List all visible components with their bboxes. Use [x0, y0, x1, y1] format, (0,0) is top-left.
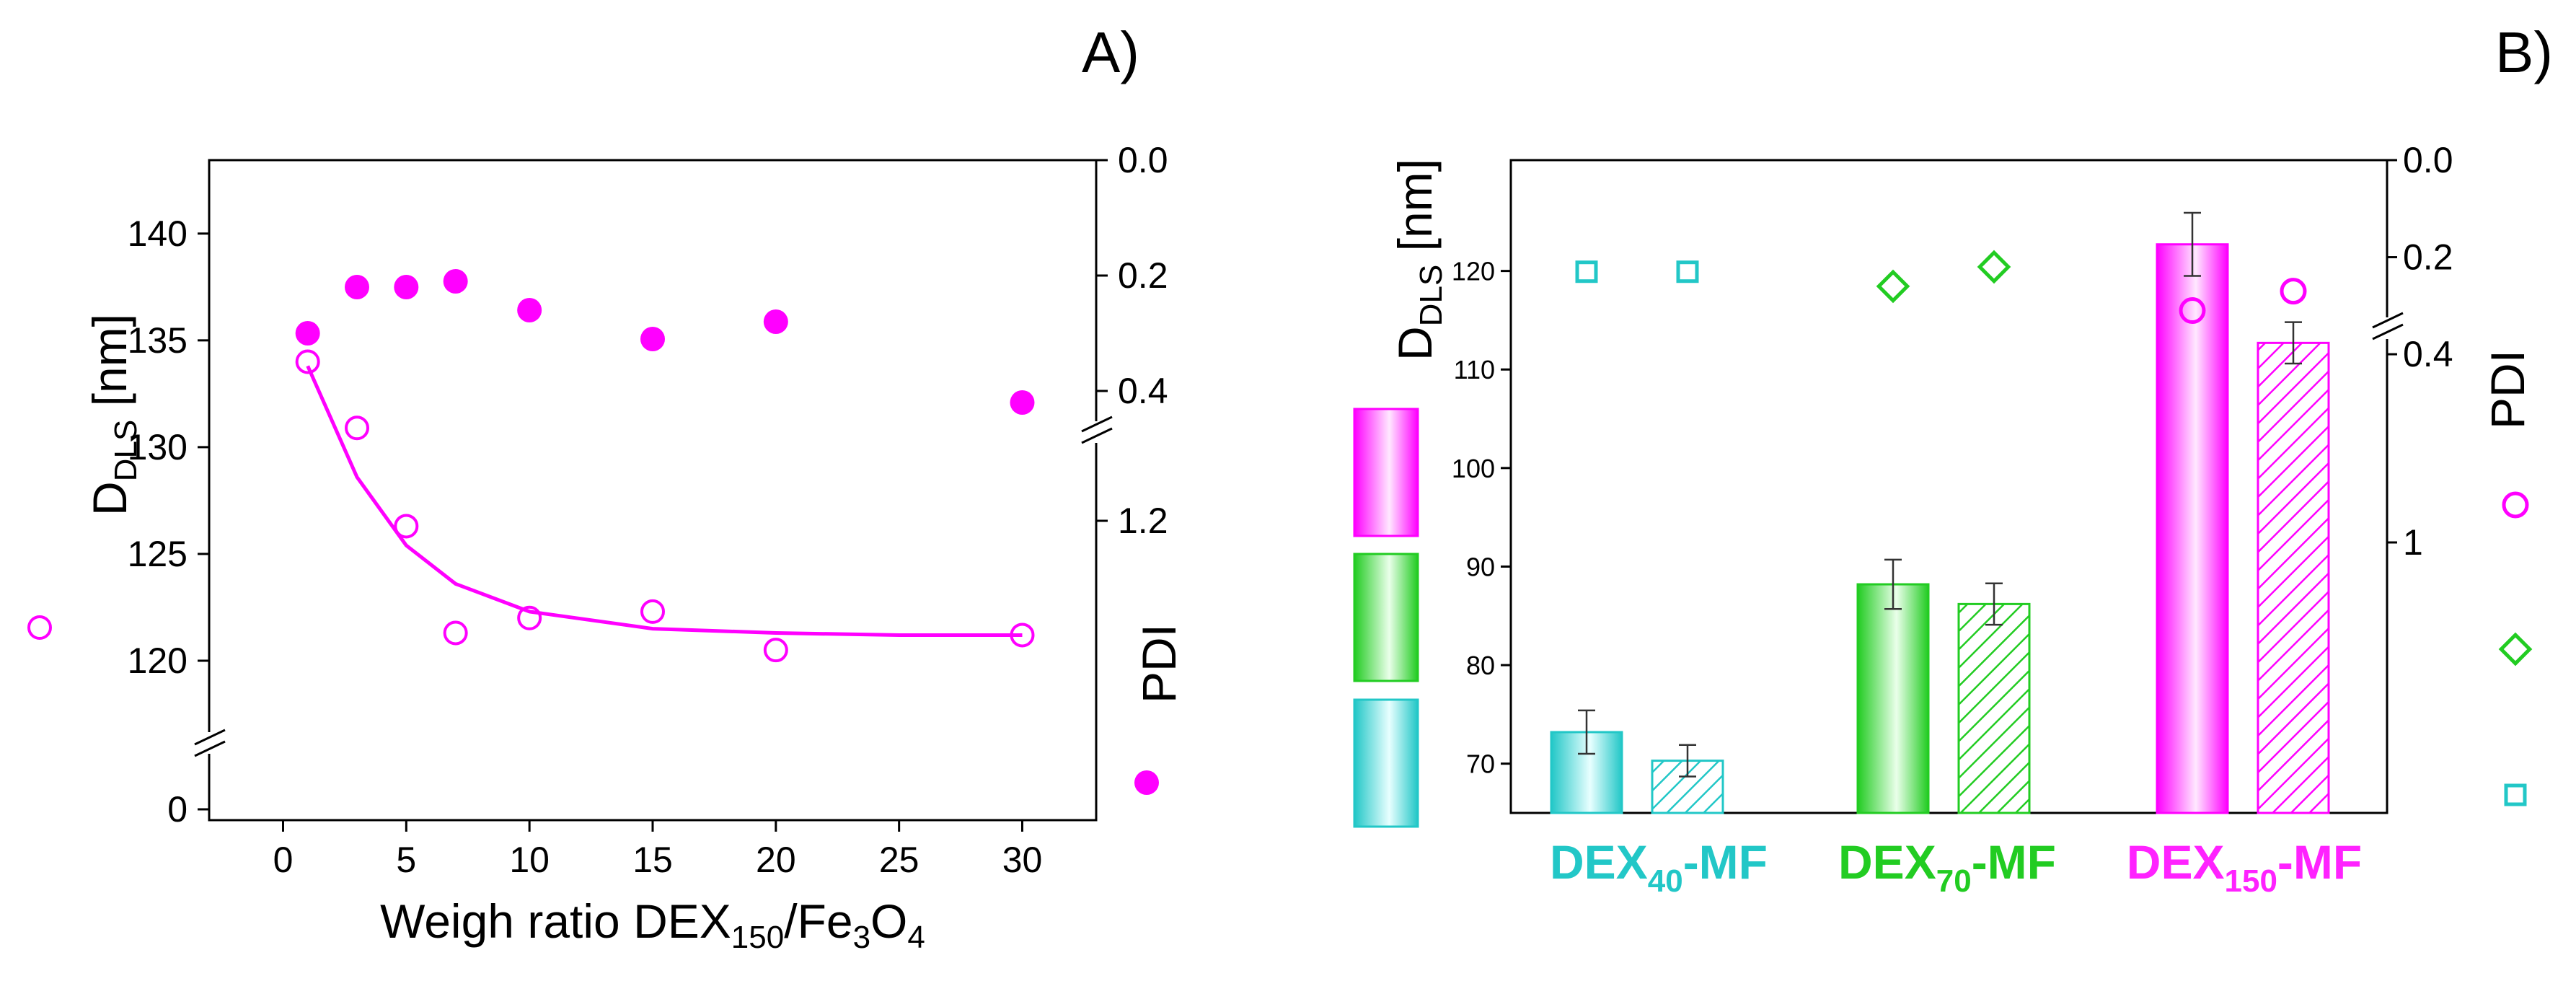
panel-b-pdi-square — [1575, 260, 1598, 283]
panel-a-x-tick-label: 0 — [273, 840, 294, 880]
panel-b-legend-circle — [2502, 491, 2529, 519]
panel-a-legend-filled-circle — [1134, 770, 1159, 795]
panel-a-dls-point — [443, 620, 468, 646]
panel-a-series — [295, 269, 1035, 663]
panel-a-pdi-point — [394, 275, 419, 299]
panel-a-y2-ticks: 0.0 0.2 0.4 1.2 — [1096, 140, 1168, 541]
panel-b-y-tick-label: 90 — [1466, 552, 1495, 581]
panel-a-y-tick-label: 140 — [128, 214, 188, 254]
panel-a-x-tick-label: 25 — [879, 840, 919, 880]
panel-a-x-tick-label: 30 — [1002, 840, 1043, 880]
panel-b-pdi-square — [1676, 260, 1699, 283]
panel-b-bar — [2156, 243, 2229, 814]
panel-b-bar — [2257, 341, 2330, 814]
panel-b-legend-swatch-cyan — [1353, 698, 1419, 828]
panel-b-y2-label: PDI — [2481, 350, 2534, 429]
panel-a-dls-point — [1010, 623, 1035, 648]
panel-a-dls-point — [394, 514, 419, 539]
panel-a-y-tick-label: 125 — [128, 534, 188, 574]
panel-a-dls-point — [517, 605, 542, 630]
panel-a-dls-point — [640, 599, 665, 624]
panel-a-x-label: Weigh ratio DEX150/Fe3O4 — [380, 894, 925, 955]
panel-b-category-label: DEX40-MF — [1550, 835, 1768, 899]
panel-a-x-tick-label: 20 — [756, 840, 796, 880]
panel-b-y-tick-label: 120 — [1452, 257, 1495, 286]
panel-b-y-tick-label: 110 — [1454, 355, 1495, 384]
panel-a-y2-label: PDI — [1132, 624, 1186, 703]
panel-b-label: B) — [2495, 20, 2553, 84]
panel-a-y2-tick-label: 1.2 — [1118, 501, 1168, 541]
panel-b-legend-diamond — [2498, 632, 2533, 667]
panel-a-dls-point — [763, 638, 788, 663]
panel-a-pdi-point — [295, 321, 320, 346]
panel-a-legend-open-circle — [27, 615, 52, 640]
panel-b-legend-swatch-green — [1353, 553, 1419, 682]
panel-a-pdi-point — [763, 309, 788, 334]
panel-b-category-label: DEX150-MF — [2127, 835, 2362, 899]
panel-b-y2-tick-label: 0.2 — [2403, 237, 2453, 278]
panel-a-pdi-point — [443, 269, 468, 294]
panel-a-x-tick-label: 5 — [396, 840, 416, 880]
panel-b-y-ticks: 70 80 90 100 110 120 — [1452, 257, 1511, 779]
panel-b-bar — [1856, 583, 1930, 814]
panel-b-legend-swatch-magenta — [1353, 408, 1419, 537]
panel-b-frame — [1509, 159, 2388, 814]
panel-b-bar — [1957, 602, 2031, 814]
panel-a-fit-line — [306, 365, 1023, 637]
panel-b-legend-square — [2504, 783, 2527, 806]
panel-a-y-tick-label: 120 — [128, 641, 188, 681]
panel-a-frame — [208, 159, 1098, 822]
panel-a-left-axis-break — [194, 729, 226, 757]
panel-a-y-label: DDLS [nm] — [83, 314, 144, 516]
panel-b-y-tick-label: 70 — [1466, 749, 1495, 779]
panel-b-y2-tick-label: 0.4 — [2403, 334, 2453, 374]
panel-a-y2-tick-label: 0.0 — [1118, 140, 1168, 180]
panel-a-x-ticks: 0 5 10 15 20 25 30 — [273, 820, 1043, 880]
panel-a-y-ticks: 120 125 130 135 140 0 — [128, 214, 209, 830]
panel-b-category-label: DEX70-MF — [1838, 835, 2056, 899]
panel-b-pdi-markers — [1575, 250, 2307, 325]
panel-a-x-tick-label: 15 — [632, 840, 673, 880]
panel-a-pdi-point — [640, 327, 665, 351]
panel-a-right-axis-break — [1081, 415, 1113, 444]
panel-a-y-tick-label: 135 — [128, 320, 188, 361]
panel-b-y-tick-label: 100 — [1452, 454, 1495, 483]
panel-b-y2-tick-label: 1 — [2403, 522, 2423, 563]
panel-b-pdi-circle — [2280, 278, 2307, 305]
panel-a-x-tick-label: 10 — [509, 840, 550, 880]
panel-a-pdi-point — [345, 275, 369, 299]
panel-b-y2-tick-label: 0.0 — [2403, 140, 2453, 180]
panel-b-y-label: DDLS [nm] — [1388, 159, 1449, 361]
panel-b-categories: DEX40-MF DEX70-MF DEX150-MF — [1550, 835, 2362, 899]
panel-b-right-axis-break — [2372, 312, 2404, 340]
panel-a-y2-tick-label: 0.4 — [1118, 371, 1168, 411]
panel-a-y-tick-label: 130 — [128, 427, 188, 467]
panel-a-dls-point — [295, 349, 320, 374]
panel-a-pdi-point — [517, 298, 542, 322]
panel-a-pdi-point — [1010, 390, 1035, 415]
panel-a-y2-tick-label: 0.2 — [1118, 255, 1168, 296]
panel-a-dls-point — [345, 415, 369, 441]
panel-a-y-tick-label: 0 — [167, 789, 188, 830]
panel-b-pdi-diamond — [1876, 269, 1910, 304]
panel-b-pdi-circle — [2179, 297, 2206, 325]
panel-b-bars — [1550, 211, 2330, 814]
panel-a-label: A) — [1082, 20, 1139, 84]
panel-b-pdi-diamond — [1977, 250, 2011, 284]
panel-b-y-tick-label: 80 — [1466, 651, 1495, 680]
panel-b-y2-ticks: 0.0 0.2 0.4 1 — [2387, 140, 2453, 563]
